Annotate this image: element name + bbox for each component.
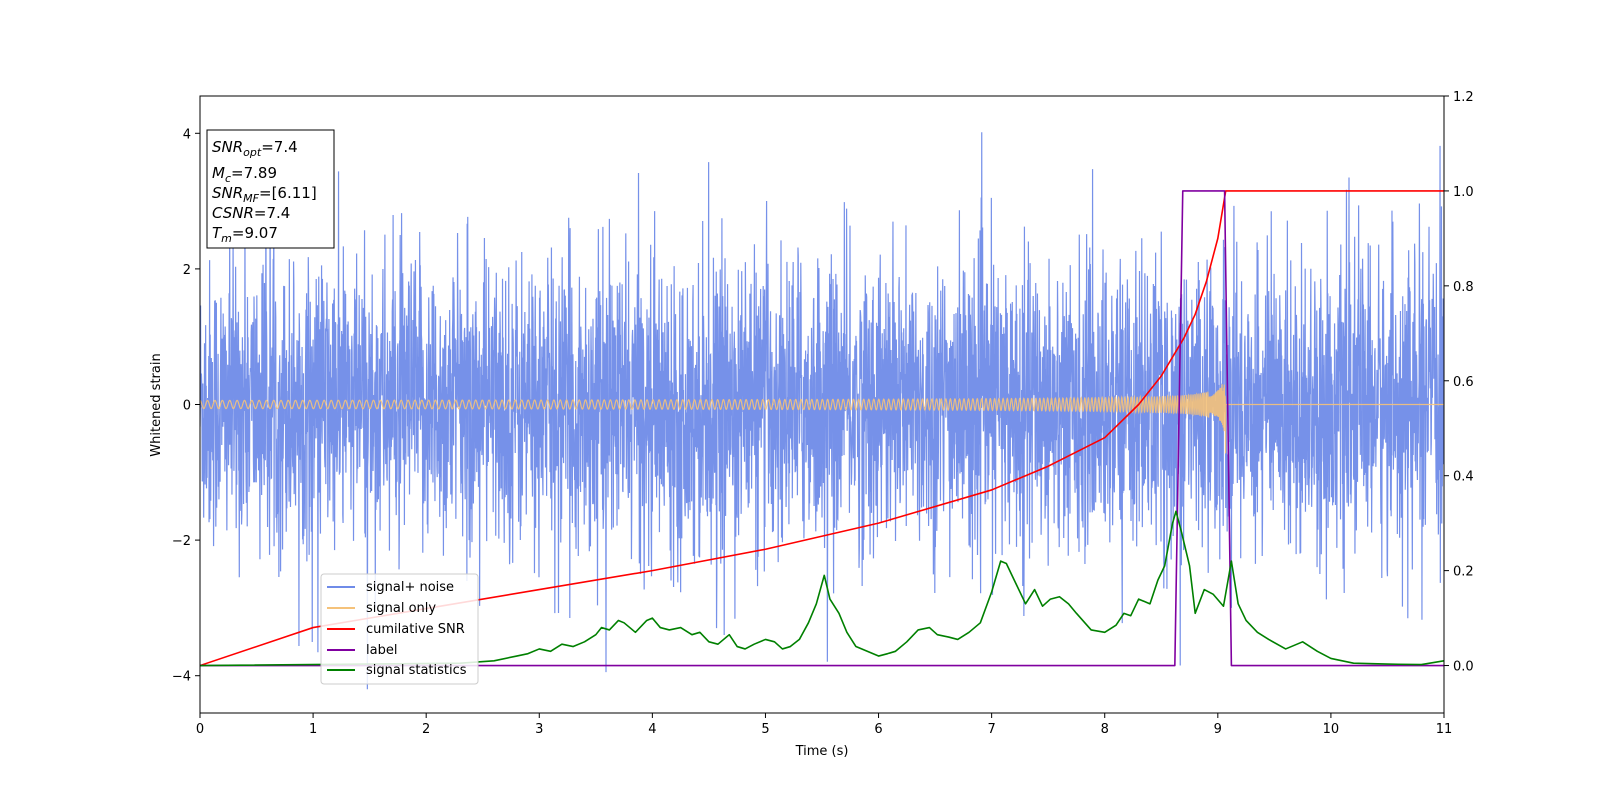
legend-frame	[320, 573, 479, 685]
legend-label-signal-statistics: signal statistics	[366, 663, 467, 678]
x-tick-label: 9	[1214, 722, 1222, 737]
y-right-tick-label: 0.6	[1453, 375, 1474, 390]
legend: signal+ noise signal only cumilative SNR…	[320, 573, 479, 685]
info-snr-opt: SNRopt=7.4	[212, 138, 298, 159]
series-signal-only	[200, 384, 1444, 454]
x-tick-label: 8	[1101, 722, 1109, 737]
y-left-tick-label: −2	[172, 534, 191, 549]
info-mc: Mc=7.89	[212, 164, 277, 185]
y-right-tick-label: 0.2	[1453, 565, 1474, 580]
x-tick-label: 1	[309, 722, 317, 737]
x-tick-label: 2	[422, 722, 430, 737]
x-tick-label: 7	[987, 722, 995, 737]
x-tick-label: 11	[1436, 722, 1453, 737]
y-right-tick-label: 1.2	[1453, 90, 1474, 105]
info-tm: Tm=9.07	[212, 224, 278, 245]
info-box-frame	[206, 129, 335, 249]
y-right-tick-label: 0.0	[1453, 660, 1474, 675]
legend-label-cumulative-snr: cumilative SNR	[366, 622, 465, 637]
info-snr-mf: SNRMF=[6.11]	[212, 184, 317, 205]
x-tick-label: 6	[874, 722, 882, 737]
y-left-tick-label: 0	[183, 399, 191, 414]
y-left-tick-label: 2	[183, 263, 191, 278]
x-tick-label: 10	[1323, 722, 1340, 737]
x-tick-label: 0	[196, 722, 204, 737]
y-right-tick-label: 0.8	[1453, 280, 1474, 295]
series-signal-noise	[200, 132, 1444, 690]
y-left-tick-label: −4	[172, 670, 191, 685]
y-left-tick-label: 4	[183, 127, 191, 142]
x-axis-label: Time (s)	[795, 744, 849, 759]
series-signal-statistics	[200, 510, 1444, 667]
x-tick-label: 5	[761, 722, 769, 737]
x-tick-label: 3	[535, 722, 543, 737]
x-tick-label: 4	[648, 722, 656, 737]
y-right-tick-label: 0.4	[1453, 470, 1474, 485]
legend-label-signal-noise: signal+ noise	[366, 580, 454, 595]
series-cumulative-snr	[200, 190, 1444, 667]
info-csnr: CSNR=7.4	[212, 204, 290, 222]
info-box: SNRopt=7.4 Mc=7.89 SNRMF=[6.11] CSNR=7.4…	[206, 129, 335, 249]
series-label	[200, 190, 1444, 667]
y-right-tick-label: 1.0	[1453, 185, 1474, 200]
legend-label-label: label	[366, 643, 397, 658]
legend-label-signal-only: signal only	[366, 601, 436, 616]
y-axis-label: Whitened strain	[149, 353, 164, 456]
